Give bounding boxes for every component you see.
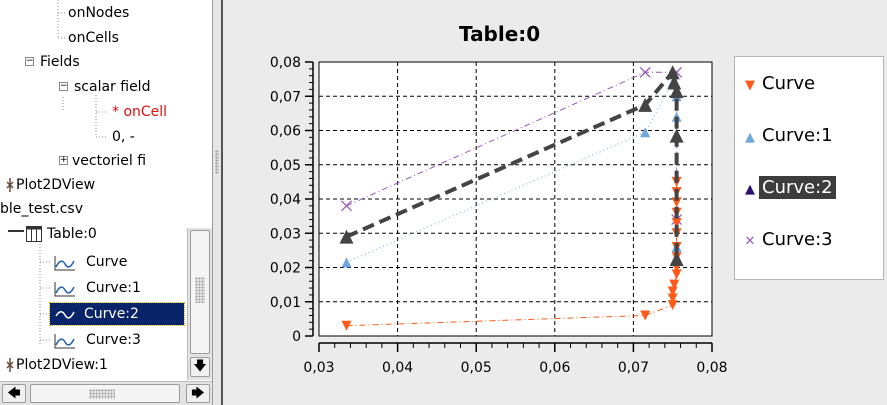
legend-label: Curve xyxy=(762,73,816,94)
grip-dots xyxy=(215,150,219,174)
data-point-curve[interactable] xyxy=(669,279,680,290)
legend-label: Curve:2 xyxy=(759,176,836,199)
series-curve[interactable] xyxy=(341,176,682,331)
horizontal-scrollbar-thumb[interactable] xyxy=(30,384,180,403)
expander-vectoriel-field[interactable]: + xyxy=(59,155,68,165)
chart-series[interactable] xyxy=(339,65,684,331)
x-tick-label: 0,08 xyxy=(696,360,727,376)
data-point-curve-2[interactable] xyxy=(638,97,653,112)
y-tick-label: 0,04 xyxy=(270,192,301,208)
tree-item-vectoriel-field[interactable]: vectoriel fi xyxy=(72,153,147,169)
chart[interactable]: 0 0,01 0,02 0,03 0,04 0,05 0,06 0,07 0,08 0,03 0,0… xyxy=(223,0,887,405)
tree-branch-stub xyxy=(8,230,24,232)
y-tick-label: 0,03 xyxy=(270,226,301,242)
plot-view-icon xyxy=(6,358,14,372)
data-point-curve[interactable] xyxy=(671,269,682,280)
legend-label: Curve:1 xyxy=(762,125,833,146)
chart-axes: 0 0,01 0,02 0,03 0,04 0,05 0,06 0,07 0,08 0,03 0,0… xyxy=(270,55,728,376)
tree-item-fields[interactable]: Fields xyxy=(40,54,80,70)
data-point-curve[interactable] xyxy=(667,300,678,311)
x-tick-label: 0,06 xyxy=(539,360,570,376)
data-point-curve-1[interactable] xyxy=(341,257,352,268)
data-point-curve-3[interactable] xyxy=(639,66,651,78)
x-tick-label: 0,03 xyxy=(303,360,334,376)
tree-connector-lines xyxy=(39,0,108,345)
x-marker-icon: ✕ xyxy=(744,234,756,249)
data-point-curve[interactable] xyxy=(671,197,682,208)
data-point-curve-3[interactable] xyxy=(341,200,352,212)
legend-item-curve-1[interactable]: ▲ Curve:1 xyxy=(741,123,836,149)
data-point-curve-1[interactable] xyxy=(640,127,651,138)
table-icon xyxy=(26,226,42,242)
data-point-curve-2[interactable] xyxy=(669,128,684,143)
scroll-right-arrow-icon[interactable]: 🡆 xyxy=(186,384,210,403)
data-point-curve-2[interactable] xyxy=(669,251,684,266)
legend-item-curve[interactable]: ▼ Curve xyxy=(741,71,818,97)
legend-label: Curve:3 xyxy=(762,229,833,250)
curve-icon xyxy=(54,334,75,349)
y-tick-label: 0,08 xyxy=(270,55,301,71)
vertical-scrollbar-thumb[interactable] xyxy=(190,230,210,354)
plot2d-view[interactable]: Table:0 0 0,01 0,02 0,03 0,04 0,05 0,06 0,07 0,0… xyxy=(221,0,887,405)
data-point-curve[interactable] xyxy=(640,310,651,321)
curve-icon xyxy=(55,311,75,319)
vertical-scrollbar[interactable]: 🡇 xyxy=(187,228,212,380)
data-point-curve[interactable] xyxy=(667,286,678,297)
tree-item-curve-2[interactable]: Curve:2 xyxy=(49,302,185,326)
tree-item-oncell-starred[interactable]: * onCell xyxy=(112,104,168,120)
grip-dots xyxy=(89,389,115,399)
y-tick-label: 0,02 xyxy=(270,261,301,277)
tree-item-plot2dview-1[interactable]: Plot2DView:1 xyxy=(16,357,108,373)
y-tick-label: 0,06 xyxy=(270,124,301,140)
legend-item-curve-2[interactable]: ▲ Curve:2 xyxy=(741,175,836,201)
horizontal-scrollbar[interactable]: 🡄 🡆 xyxy=(0,381,212,405)
grip-dots xyxy=(195,277,205,303)
curve-icon xyxy=(54,282,75,297)
tree-item-curve[interactable]: Curve xyxy=(86,254,128,270)
tree-item-oncells[interactable]: onCells xyxy=(68,30,119,46)
triangle-down-marker-icon: ▼ xyxy=(745,78,755,93)
data-point-curve-2[interactable] xyxy=(669,84,684,99)
panel-splitter[interactable] xyxy=(213,0,221,405)
triangle-up-marker-icon: ▲ xyxy=(745,130,755,145)
data-point-curve[interactable] xyxy=(671,217,682,228)
tree-item-plot2dview[interactable]: Plot2DView xyxy=(16,177,96,193)
tree-item-scalar-field[interactable]: scalar field xyxy=(74,79,151,95)
data-point-curve-2[interactable] xyxy=(339,229,354,244)
data-point-curve[interactable] xyxy=(341,320,352,331)
x-tick-label: 0,05 xyxy=(461,360,492,376)
tree-item-csv-file[interactable]: ble_test.csv xyxy=(0,201,84,217)
y-tick-label: 0 xyxy=(292,329,301,345)
scroll-left-arrow-icon[interactable]: 🡄 xyxy=(2,384,26,403)
chart-grid xyxy=(318,61,713,337)
y-tick-label: 0,01 xyxy=(270,295,301,311)
data-point-curve[interactable] xyxy=(667,293,678,304)
tree-item-onnodes[interactable]: onNodes xyxy=(68,5,130,21)
data-point-curve-2[interactable] xyxy=(667,75,682,90)
chart-title: Table:0 xyxy=(459,22,541,46)
scroll-down-arrow-icon[interactable]: 🡇 xyxy=(190,357,210,377)
x-tick-label: 0,07 xyxy=(618,360,649,376)
plot-view-icon xyxy=(6,178,14,192)
tree-item-curve-1[interactable]: Curve:1 xyxy=(86,280,141,296)
series-curve-2[interactable] xyxy=(339,65,684,266)
chart-legend[interactable]: ▼ Curve ▲ Curve:1 ▲ Curve:2 ✕ Curve:3 xyxy=(734,56,884,280)
x-tick-label: 0,04 xyxy=(382,360,413,376)
triangle-up-marker-icon: ▲ xyxy=(745,182,755,197)
tree-item-zero[interactable]: 0, - xyxy=(112,129,135,145)
expander-fields[interactable]: − xyxy=(25,56,34,66)
data-point-curve-2[interactable] xyxy=(665,65,680,80)
tree-item-curve-3[interactable]: Curve:3 xyxy=(86,332,141,348)
tree-item-table-0[interactable]: Table:0 xyxy=(47,226,97,242)
expander-scalar-field[interactable]: − xyxy=(59,81,68,91)
curve-icon xyxy=(54,256,75,271)
plot-frame-border xyxy=(318,61,713,337)
y-tick-label: 0,05 xyxy=(270,158,301,174)
tree-view[interactable]: − − + onNodes onCells Fields scalar fiel… xyxy=(0,0,213,405)
legend-item-curve-3[interactable]: ✕ Curve:3 xyxy=(741,227,836,253)
y-tick-label: 0,07 xyxy=(270,89,301,105)
